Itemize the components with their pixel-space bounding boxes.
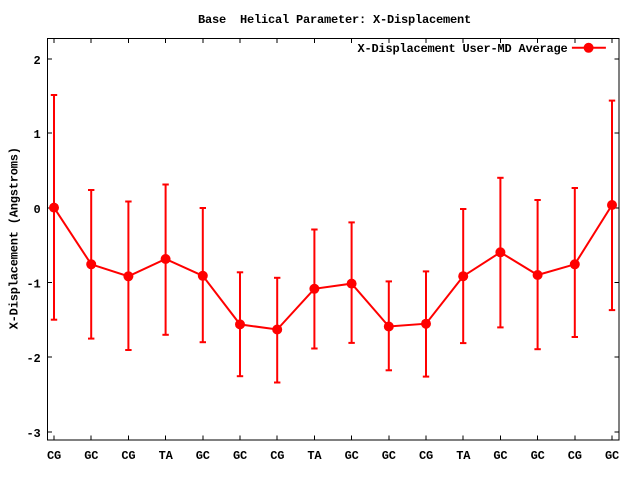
svg-text:CG: CG — [121, 449, 135, 463]
svg-text:-3: -3 — [26, 427, 40, 441]
svg-text:TA: TA — [456, 449, 471, 463]
svg-text:0: 0 — [33, 203, 40, 217]
svg-text:GC: GC — [382, 449, 396, 463]
svg-text:X-Displacement (Angstroms): X-Displacement (Angstroms) — [8, 147, 22, 329]
svg-text:-1: -1 — [26, 277, 40, 291]
svg-text:GC: GC — [233, 449, 247, 463]
svg-text:Base Helical Parameter: X-Dis: Base Helical Parameter: X-Displacement — [198, 13, 471, 27]
svg-text:GC: GC — [196, 449, 210, 463]
svg-text:1: 1 — [33, 128, 40, 142]
svg-text:GC: GC — [345, 449, 359, 463]
svg-text:GC: GC — [605, 449, 619, 463]
svg-text:GC: GC — [531, 449, 545, 463]
svg-text:CG: CG — [47, 449, 61, 463]
svg-text:TA: TA — [307, 449, 322, 463]
svg-text:2: 2 — [33, 54, 40, 68]
svg-text:CG: CG — [568, 449, 582, 463]
svg-text:CG: CG — [419, 449, 433, 463]
svg-text:GC: GC — [493, 449, 507, 463]
svg-text:CG: CG — [270, 449, 284, 463]
svg-text:TA: TA — [159, 449, 174, 463]
svg-text:GC: GC — [84, 449, 98, 463]
svg-text:-2: -2 — [26, 352, 40, 366]
svg-text:X-Displacement User-MD Average: X-Displacement User-MD Average — [357, 42, 567, 56]
